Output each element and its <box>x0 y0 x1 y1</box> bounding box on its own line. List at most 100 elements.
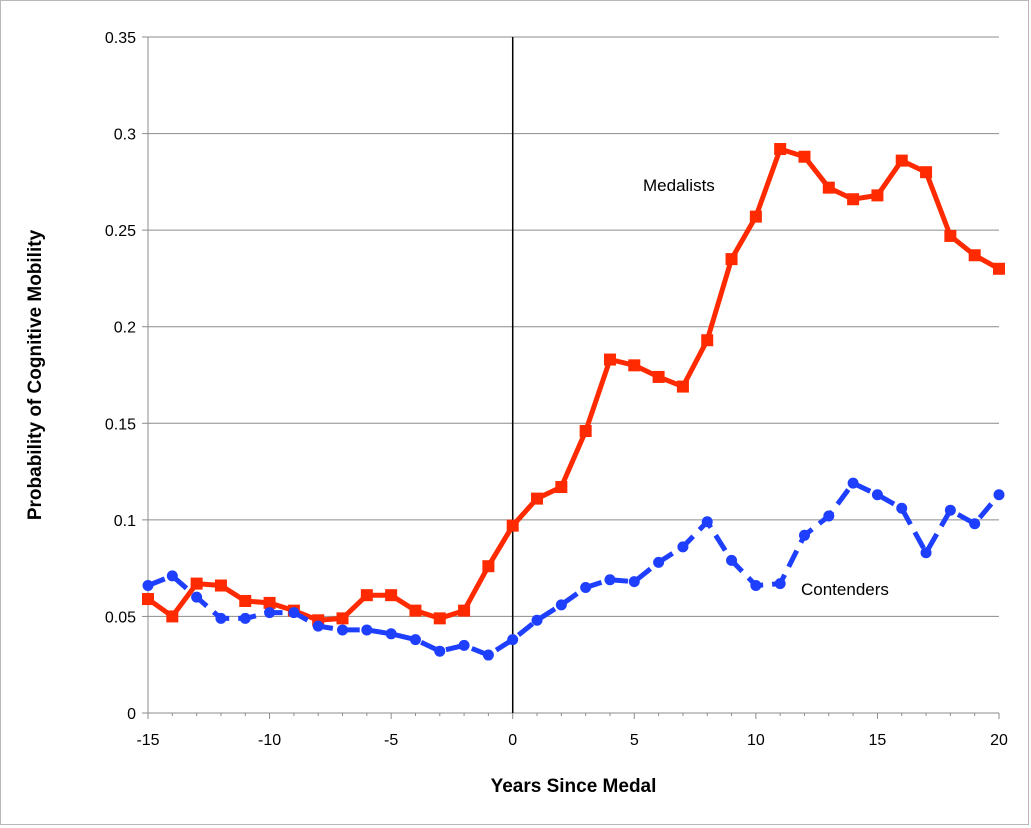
data-point-contenders <box>409 634 421 646</box>
series-line-medalists <box>146 146 1001 623</box>
data-point-medalists <box>603 353 616 366</box>
x-tick-label: 20 <box>990 732 1008 749</box>
data-point-medalists <box>847 193 860 206</box>
data-point-medalists <box>555 481 568 494</box>
data-point-contenders <box>166 570 178 582</box>
data-point-medalists <box>993 262 1005 275</box>
data-point-contenders <box>142 580 154 592</box>
data-point-contenders <box>507 634 519 646</box>
data-point-contenders <box>701 516 713 528</box>
y-tick-label: 0.15 <box>105 416 136 433</box>
data-point-contenders <box>604 574 616 586</box>
y-tick-label: 0.2 <box>114 320 136 337</box>
data-point-medalists <box>433 612 446 625</box>
data-point-medalists <box>652 370 665 383</box>
data-point-medalists <box>579 425 592 438</box>
data-point-medalists <box>385 589 398 602</box>
x-tick-label: 15 <box>869 732 887 749</box>
data-point-contenders <box>264 607 276 619</box>
data-point-medalists <box>506 519 519 532</box>
labels: 0 0.05 0.1 0.15 0.2 0.25 0.3 0.35 -15 -10 -5 0 5 10 15… <box>105 30 1008 749</box>
data-point-contenders <box>774 578 786 590</box>
data-point-medalists <box>409 604 422 617</box>
data-point-contenders <box>653 556 665 568</box>
data-point-medalists <box>895 154 908 167</box>
x-axis-title: Years Since Medal <box>491 776 657 797</box>
data-point-medalists <box>166 610 179 623</box>
data-point-medalists <box>944 229 957 242</box>
data-point-medalists <box>798 150 811 163</box>
data-point-medalists <box>701 334 714 347</box>
data-point-medalists <box>920 166 933 179</box>
data-point-contenders <box>434 645 446 657</box>
data-point-contenders <box>920 547 932 559</box>
gridlines <box>148 36 999 617</box>
data-point-contenders <box>337 624 349 636</box>
y-tick-label: 0.25 <box>105 223 136 240</box>
axes <box>142 36 1000 719</box>
data-point-medalists <box>239 594 252 607</box>
x-tick-label: 0 <box>508 732 517 749</box>
data-point-contenders <box>896 502 908 514</box>
data-point-medalists <box>871 189 884 202</box>
data-point-contenders <box>385 628 397 640</box>
data-point-contenders <box>847 477 859 489</box>
data-point-medalists <box>968 249 981 262</box>
data-point-contenders <box>726 554 738 566</box>
series-medalists <box>142 143 1005 627</box>
data-point-contenders <box>750 580 762 592</box>
data-point-contenders <box>555 599 567 611</box>
data-point-contenders <box>239 612 251 624</box>
data-point-contenders <box>993 489 1005 501</box>
y-tick-label: 0.1 <box>114 513 136 530</box>
data-point-contenders <box>677 541 689 553</box>
data-point-medalists <box>628 359 641 372</box>
data-point-contenders <box>944 504 956 516</box>
data-point-contenders <box>871 489 883 501</box>
data-point-contenders <box>798 529 810 541</box>
y-tick-label: 0 <box>127 706 136 723</box>
data-point-medalists <box>531 492 544 505</box>
y-tick-label: 0.35 <box>105 30 136 47</box>
data-point-medalists <box>749 210 762 223</box>
data-point-contenders <box>482 649 494 661</box>
data-point-medalists <box>142 593 154 606</box>
x-tick-label: -5 <box>384 732 398 749</box>
y-axis-title: Probability of Cognitive Mobility <box>25 229 46 520</box>
data-point-medalists <box>676 380 689 393</box>
data-point-contenders <box>288 607 300 619</box>
data-point-medalists <box>190 577 203 590</box>
data-point-contenders <box>312 620 324 632</box>
data-point-contenders <box>969 518 981 530</box>
x-tick-label: -10 <box>258 732 281 749</box>
data-point-contenders <box>580 581 592 593</box>
data-point-medalists <box>336 612 349 625</box>
data-point-contenders <box>215 612 227 624</box>
data-point-medalists <box>360 589 373 602</box>
y-tick-label: 0.3 <box>114 127 136 144</box>
data-point-contenders <box>628 576 640 588</box>
data-point-medalists <box>822 181 835 194</box>
data-point-contenders <box>531 614 543 626</box>
series-label-medalists: Medalists <box>643 176 715 195</box>
series-contenders <box>142 477 1005 661</box>
x-tick-label: -15 <box>136 732 159 749</box>
x-tick-label: 10 <box>747 732 765 749</box>
data-point-medalists <box>774 143 787 156</box>
data-point-contenders <box>361 624 373 636</box>
data-point-medalists <box>725 253 738 266</box>
data-point-medalists <box>263 596 276 609</box>
data-point-medalists <box>214 579 227 592</box>
series-line-contenders <box>147 480 1001 658</box>
data-point-contenders <box>823 510 835 522</box>
data-point-medalists <box>458 604 471 617</box>
data-point-medalists <box>482 560 495 573</box>
series <box>142 143 1005 661</box>
x-tick-label: 5 <box>630 732 639 749</box>
data-point-contenders <box>191 591 203 603</box>
series-label-contenders: Contenders <box>801 580 889 599</box>
data-point-contenders <box>458 639 470 651</box>
y-tick-label: 0.05 <box>105 609 136 626</box>
